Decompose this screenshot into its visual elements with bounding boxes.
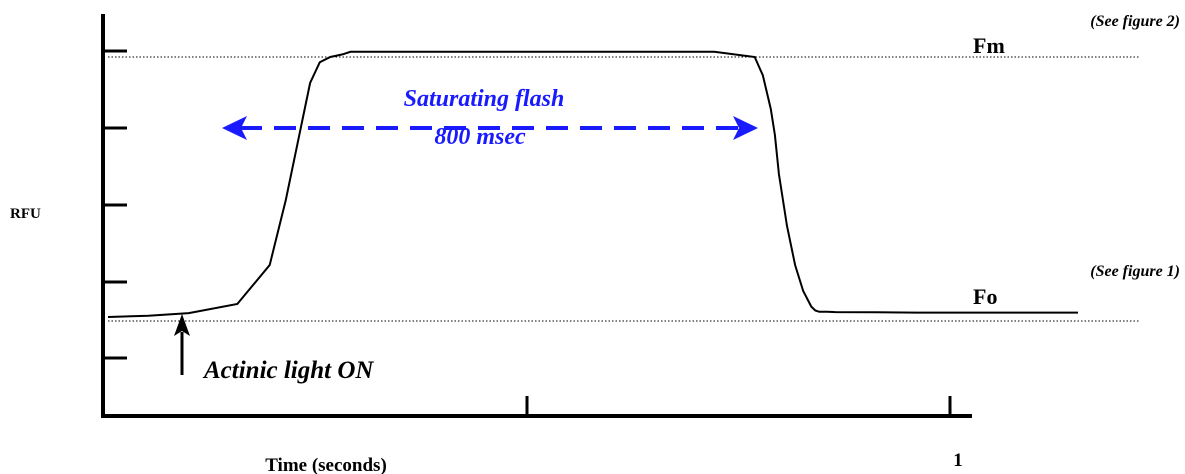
fo-label: Fo (973, 284, 997, 309)
x-axis-label: Time (seconds) (265, 455, 387, 474)
flash-duration-label: 800 msec (434, 124, 526, 150)
flash-arrow-right-head (733, 116, 758, 140)
flash-label: Saturating flash (404, 86, 565, 112)
series-line (107, 50, 1078, 318)
actinic-arrow-head (174, 314, 190, 336)
fo-note: (See figure 1) (1090, 263, 1180, 280)
fm-note: (See figure 2) (1090, 13, 1180, 30)
actinic-label: Actinic light ON (202, 357, 374, 384)
fm-label: Fm (973, 33, 1005, 58)
y-ticks (103, 49, 127, 360)
y-axis-label: RFU (10, 206, 41, 222)
x-ticks (525, 396, 952, 418)
flash-arrow-left-head (222, 116, 247, 140)
x-tick-label-2: 1 (953, 450, 963, 471)
